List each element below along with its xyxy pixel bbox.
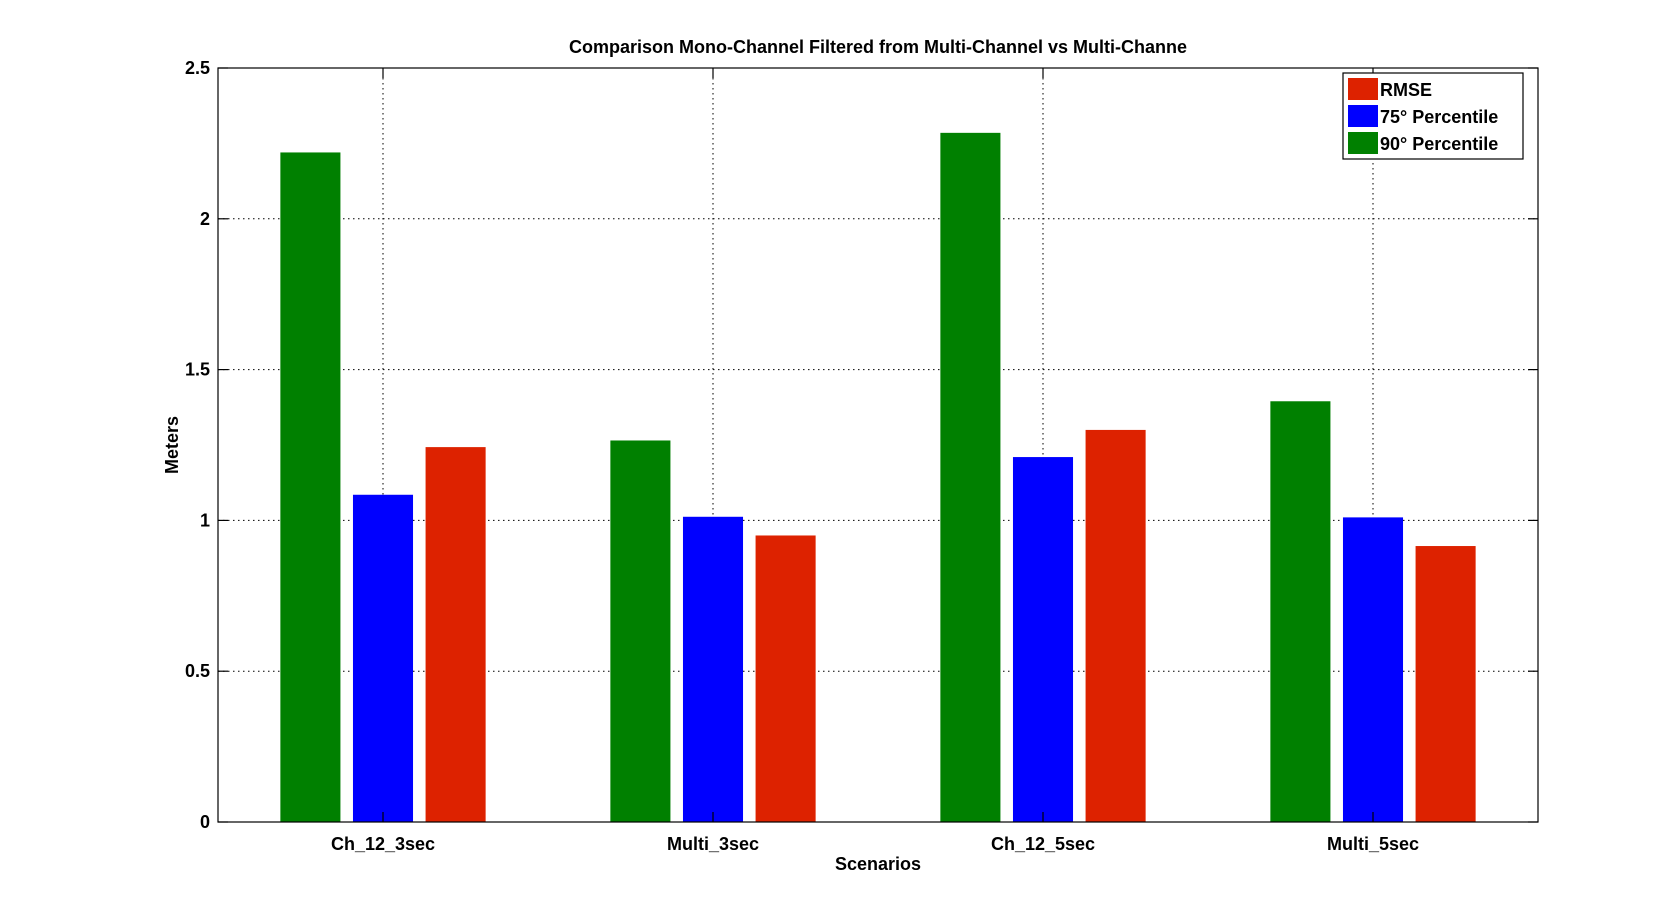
legend-label: 75° Percentile <box>1380 107 1498 127</box>
plot-frame <box>217 67 1539 823</box>
y-tick-label: 2.5 <box>185 58 210 78</box>
bar-2-1 <box>1012 457 1074 822</box>
bar-0-0 <box>280 152 341 822</box>
y-tick-label: 2 <box>200 209 210 229</box>
x-tick-label: Multi_3sec <box>667 834 759 854</box>
y-tick-label: 1.5 <box>185 360 210 380</box>
y-tick-label: 1 <box>200 510 210 530</box>
y-tick-label: 0.5 <box>185 661 210 681</box>
legend-swatch <box>1348 105 1378 127</box>
legend-label: RMSE <box>1380 80 1432 100</box>
x-axis-label: Scenarios <box>835 854 921 874</box>
bar-1-1 <box>682 516 744 822</box>
y-axis-label: Meters <box>162 416 182 474</box>
y-tick-label: 0 <box>200 812 210 832</box>
x-tick-label: Multi_5sec <box>1327 834 1419 854</box>
bar-3-2 <box>1415 546 1476 822</box>
bar-0-1 <box>352 494 414 822</box>
bar-2-0 <box>940 132 1001 822</box>
x-tick-label: Ch_12_3sec <box>331 834 435 854</box>
bar-1-0 <box>610 440 671 822</box>
chart-title: Comparison Mono-Channel Filtered from Mu… <box>569 37 1187 57</box>
grid-lines <box>218 68 1538 822</box>
axes: 0 0.5 1 1.5 2 2.5 Ch_12_3sec Multi_3sec Ch_12_5s… <box>185 58 1539 854</box>
bar-3-1 <box>1342 517 1404 822</box>
x-tick-label: Ch_12_5sec <box>991 834 1095 854</box>
bars <box>280 132 1476 822</box>
legend-label: 90° Percentile <box>1380 134 1498 154</box>
bar-1-2 <box>755 535 816 822</box>
legend: RMSE 75° Percentile 90° Percentile <box>1342 72 1524 160</box>
bar-0-2 <box>425 447 486 822</box>
bar-2-2 <box>1085 429 1146 822</box>
bar-3-0 <box>1270 401 1331 822</box>
legend-swatch <box>1348 78 1378 100</box>
legend-swatch <box>1348 132 1378 154</box>
